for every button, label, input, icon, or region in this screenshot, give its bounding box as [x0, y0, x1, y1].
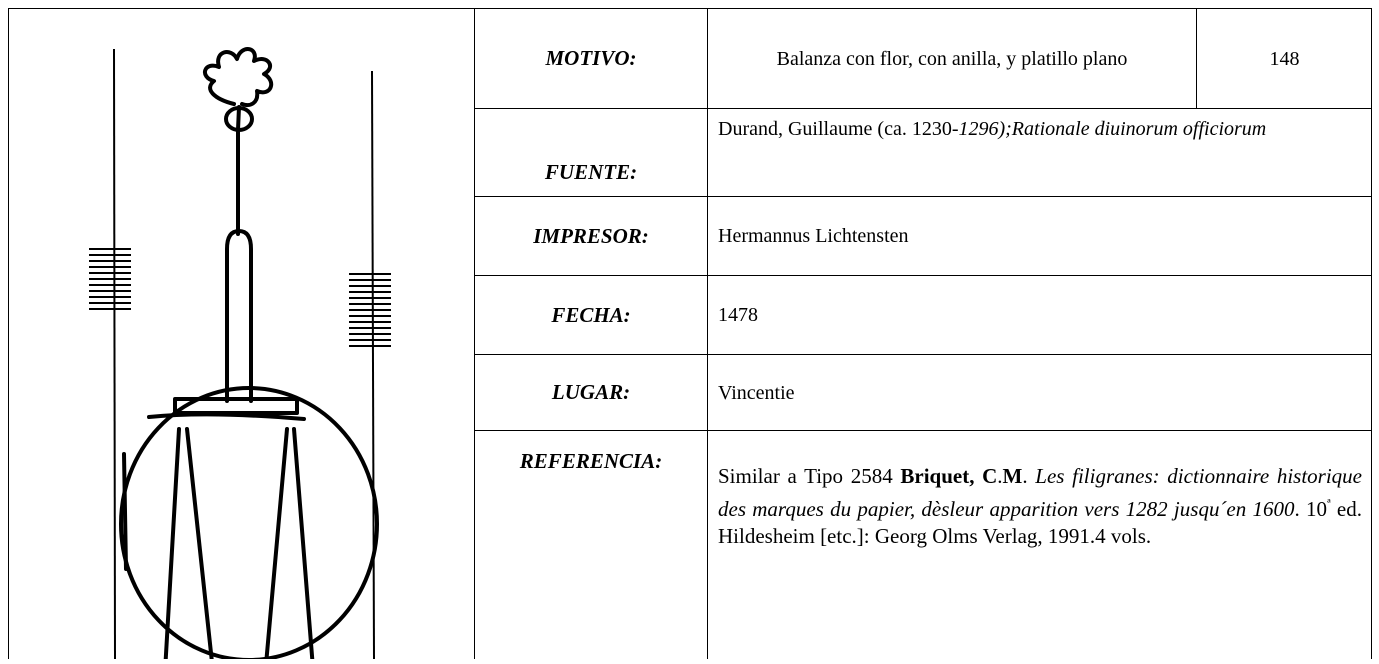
text: 1296);Rationale diuinorum officiorum: [958, 118, 1267, 140]
text: ed. Hildesheim [etc.]: Georg Olms Verlag…: [718, 497, 1362, 548]
text: .: [997, 464, 1003, 488]
value: Balanza con flor, con anilla, y platillo…: [707, 8, 1196, 108]
text: M: [1002, 464, 1023, 488]
value: Durand, Guillaume (ca. 1230-1296);Ration…: [707, 108, 1372, 196]
watermark-cell: [8, 8, 474, 664]
value: Vincentie: [707, 354, 1372, 430]
label: FECHA:: [474, 275, 707, 354]
text: Durand, Guillaume (ca. 1230-: [718, 118, 959, 140]
watermark-drawing: [89, 47, 391, 664]
text: Les filigranes: dictionnaire historique …: [718, 464, 1363, 521]
value: 1478: [707, 275, 1372, 354]
label: IMPRESOR:: [474, 196, 707, 275]
label: FUENTE:: [474, 108, 707, 196]
label: REFERENCIA:: [474, 430, 707, 659]
value: Hermannus Lichtensten: [707, 196, 1372, 275]
label: MOTIVO:: [474, 8, 707, 108]
number: 148: [1196, 8, 1372, 108]
text: . 10: [1294, 497, 1328, 521]
text: Briquet, C: [900, 464, 998, 488]
value: Similar a Tipo 2584 Briquet, C.M. Les fi…: [707, 430, 1372, 659]
text: ª: [1327, 496, 1331, 511]
text: .: [1022, 464, 1036, 488]
label: LUGAR:: [474, 354, 707, 430]
text: Similar a Tipo 2584: [718, 464, 901, 488]
